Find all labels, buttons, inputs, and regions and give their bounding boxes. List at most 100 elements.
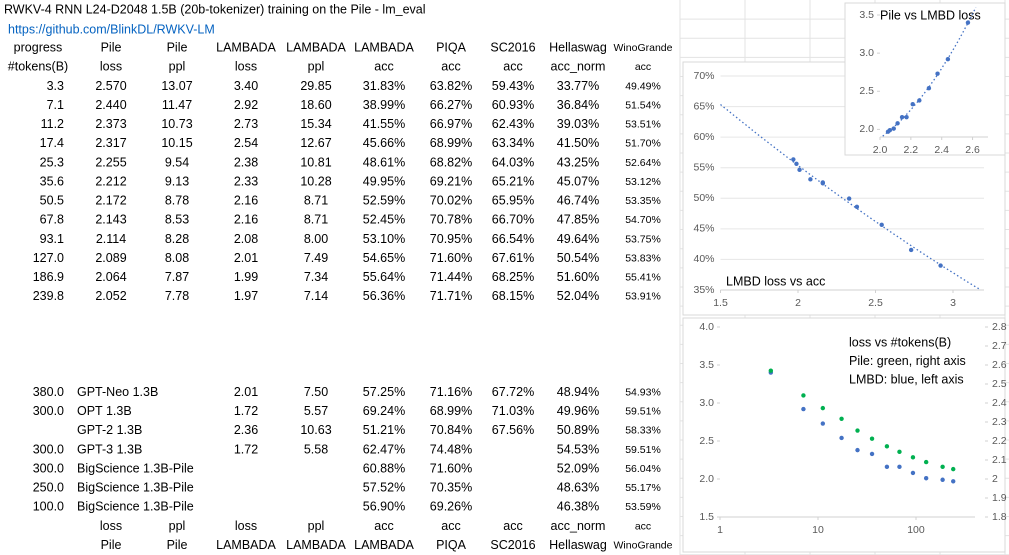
cell: 71.44% xyxy=(430,270,472,284)
cell: 56.90% xyxy=(363,500,405,514)
cell: 31.83% xyxy=(363,79,405,93)
y-tick-label: 45% xyxy=(693,223,714,235)
cell: PIQA xyxy=(436,538,467,552)
cell: 186.9 xyxy=(33,270,64,284)
cell: 62.43% xyxy=(492,117,534,131)
point xyxy=(794,161,799,167)
y-tick-label: 2.5 xyxy=(859,85,874,97)
point xyxy=(938,263,943,268)
cell: 10.28 xyxy=(300,174,331,188)
y-tick-label: 55% xyxy=(693,161,714,173)
point xyxy=(791,157,796,162)
cell: 100.0 xyxy=(33,500,64,514)
cell: LAMBADA xyxy=(286,41,346,55)
cell: 53.91% xyxy=(625,291,661,303)
chart-area xyxy=(682,317,1006,553)
cell: 68.82% xyxy=(430,155,472,169)
cell: acc xyxy=(374,60,393,74)
point xyxy=(855,428,860,433)
point xyxy=(891,126,896,131)
cell: 10.81 xyxy=(300,155,331,169)
cell: 70.35% xyxy=(430,481,472,495)
cell: 59.51% xyxy=(625,406,661,418)
cell: 7.14 xyxy=(304,289,328,303)
y2-tick-label: 1.8 xyxy=(992,511,1007,523)
cell: 127.0 xyxy=(33,251,64,265)
y2-tick-label: 2.8 xyxy=(992,321,1007,333)
cell: 74.48% xyxy=(430,442,472,456)
cell: 41.50% xyxy=(557,136,599,150)
cell: 11.47 xyxy=(162,98,192,112)
cell: WinoGrande xyxy=(614,42,673,54)
point xyxy=(910,455,916,460)
cell: 9.13 xyxy=(165,174,189,188)
cell: ppl xyxy=(169,519,186,533)
cell: 53.59% xyxy=(625,501,661,513)
y-tick-label: 60% xyxy=(693,131,714,143)
cell: BigScience 1.3B-Pile xyxy=(77,481,194,495)
cell: 25.3 xyxy=(40,155,64,169)
cell: 41.55% xyxy=(363,117,405,131)
cell: 63.34% xyxy=(492,136,534,150)
cell: 71.03% xyxy=(492,404,534,418)
cell: 58.33% xyxy=(625,425,661,437)
x-tick-label: 2 xyxy=(795,297,801,309)
point xyxy=(884,444,890,449)
point xyxy=(904,114,909,120)
chart: 2.0 2.5 3.0 3.5 2.0 2.2 2.4 2.6 Pile vs LMBD los… xyxy=(844,2,1006,156)
cell: LAMBADA xyxy=(216,538,276,552)
point xyxy=(908,247,914,253)
cell: 10.15 xyxy=(161,136,192,150)
cell: SC2016 xyxy=(490,538,535,552)
cell: 300.0 xyxy=(33,442,64,456)
cell: acc xyxy=(503,519,522,533)
cell: 71.71% xyxy=(430,289,472,303)
cell: 68.99% xyxy=(430,136,472,150)
cell: 47.85% xyxy=(557,213,599,227)
y-tick-label: 70% xyxy=(693,70,714,82)
cell: 2.052 xyxy=(95,289,126,303)
cell: 51.60% xyxy=(557,270,599,284)
annotation: Pile: green, right axis xyxy=(849,354,966,368)
x-tick-label: 2.2 xyxy=(904,144,919,156)
cell: 2.01 xyxy=(234,251,258,265)
cell: 49.96% xyxy=(557,404,599,418)
cell: 2.089 xyxy=(95,251,126,265)
point xyxy=(923,459,929,465)
x-tick-label: 2.0 xyxy=(873,144,888,156)
cell: 57.25% xyxy=(363,385,405,399)
cell: 10.63 xyxy=(300,423,331,437)
cell: Pile xyxy=(167,41,188,55)
cell: 43.25% xyxy=(557,155,599,169)
cell: 50.54% xyxy=(557,251,599,265)
cell: 2.33 xyxy=(234,174,258,188)
y-tick-label: 2.0 xyxy=(699,473,714,485)
cell: 51.21% xyxy=(363,423,405,437)
cell: 69.26% xyxy=(430,500,472,514)
cell: 380.0 xyxy=(33,385,64,399)
cell: 49.95% xyxy=(363,174,405,188)
cell: acc xyxy=(374,519,393,533)
cell: 53.83% xyxy=(625,252,661,264)
cell: 60.88% xyxy=(363,461,405,475)
cell: 8.28 xyxy=(165,232,189,246)
cell: BigScience 1.3B-Pile xyxy=(77,461,194,475)
cell: Hellaswag xyxy=(549,41,607,55)
cell: 8.78 xyxy=(165,194,189,208)
cell: 69.21% xyxy=(430,174,472,188)
cell: 2.16 xyxy=(234,213,258,227)
cell: 13.07 xyxy=(161,79,192,93)
cell: 48.94% xyxy=(557,385,599,399)
cell: WinoGrande xyxy=(614,539,673,551)
cell: loss xyxy=(100,60,122,74)
cell: 56.36% xyxy=(363,289,405,303)
link[interactable]: https://github.com/BlinkDL/RWKV-LM xyxy=(8,22,215,36)
cell: 56.04% xyxy=(625,463,661,475)
cell: 70.78% xyxy=(430,213,472,227)
cell: Pile xyxy=(167,538,188,552)
cell: 8.71 xyxy=(304,194,328,208)
y-tick-label: 4.0 xyxy=(699,321,714,333)
point xyxy=(808,177,813,182)
cell: 3.3 xyxy=(47,79,64,93)
